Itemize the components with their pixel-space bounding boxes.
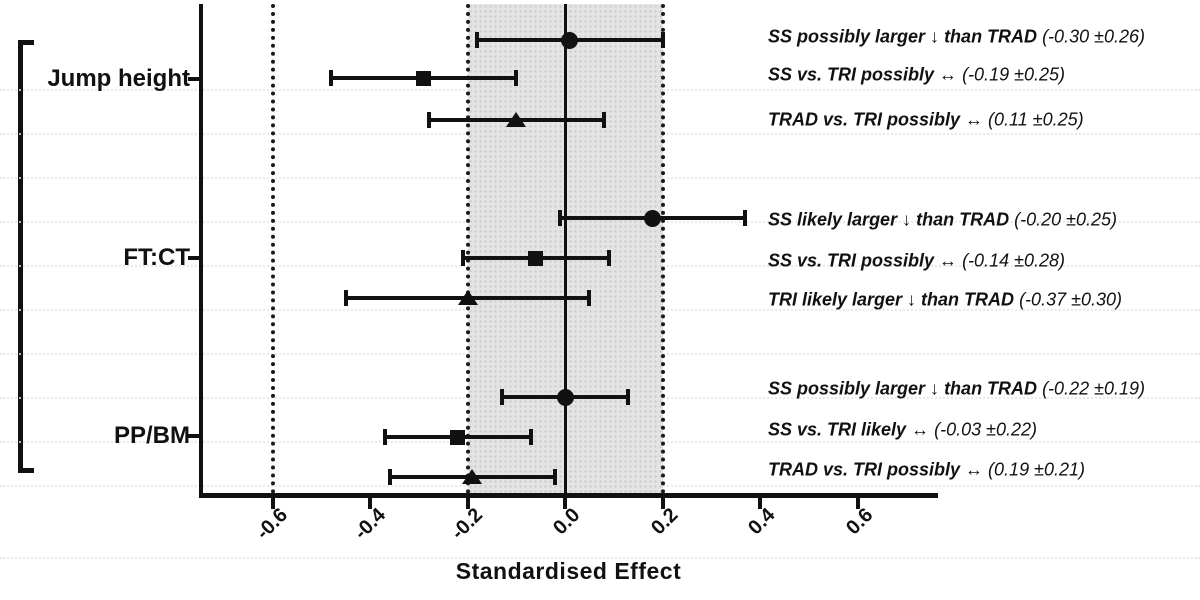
outcome-bracket-top-foot	[18, 40, 34, 45]
outcome-bracket-vertical	[18, 40, 23, 473]
annotation-statement: TRAD vs. TRI possibly ↔	[768, 109, 989, 130]
annotation-estimate: (-0.37 ±0.30)	[1019, 289, 1122, 310]
group-label-pp-bm: PP/BM	[113, 422, 190, 449]
x-axis-tick	[270, 498, 275, 509]
comparison-annotation: TRAD vs. TRI possibly ↔ (0.19 ±0.21)	[768, 460, 1085, 481]
annotation-estimate: (0.11 ±0.25)	[988, 109, 1084, 130]
error-bar-right-cap	[553, 469, 558, 485]
error-bar-right-cap	[660, 32, 665, 48]
group-label-jump-height: Jump height	[47, 65, 190, 92]
annotation-statement: TRI likely larger ↓ than TRAD	[768, 289, 1020, 310]
outcome-bracket-bottom-foot	[18, 468, 34, 473]
x-axis-line	[199, 493, 938, 498]
error-bar-left-cap	[387, 469, 392, 485]
x-axis-tick-label: 0.0	[549, 504, 585, 540]
comparison-annotation: SS vs. TRI possibly ↔ (-0.14 ±0.28)	[768, 251, 1065, 272]
annotation-statement: SS possibly larger ↓ than TRAD	[768, 378, 1043, 399]
annotation-estimate: (-0.30 ±0.26)	[1042, 26, 1145, 47]
zero-reference-line	[563, 4, 567, 494]
comparison-annotation: SS possibly larger ↓ than TRAD (-0.30 ±0…	[768, 27, 1145, 48]
error-bar-right-cap	[514, 70, 519, 86]
x-axis-tick-label: -0.4	[349, 504, 390, 544]
error-bar-left-cap	[499, 389, 504, 405]
group-label-tick	[188, 434, 200, 438]
annotation-statement: SS possibly larger ↓ than TRAD	[768, 26, 1043, 47]
annotation-estimate: (-0.14 ±0.28)	[962, 250, 1065, 271]
x-axis-tick-label: -0.2	[447, 504, 488, 544]
triangle-marker	[457, 290, 478, 305]
error-bar-right-cap	[743, 210, 748, 226]
annotation-estimate: (0.19 ±0.21)	[988, 459, 1085, 480]
x-axis-tick	[563, 498, 567, 509]
x-axis-tick	[465, 498, 470, 509]
error-bar-left-cap	[343, 290, 348, 306]
annotation-statement: SS likely larger ↓ than TRAD	[768, 209, 1015, 230]
comparison-annotation: SS possibly larger ↓ than TRAD (-0.22 ±0…	[768, 379, 1145, 400]
x-axis-tick-label: -0.6	[252, 504, 293, 544]
error-bar-left-cap	[329, 70, 333, 86]
x-axis-tick	[660, 498, 665, 509]
x-axis-tick-label: 0.6	[841, 504, 878, 540]
group-label-tick	[188, 256, 200, 260]
x-axis-tick	[758, 498, 762, 509]
annotation-statement: SS vs. TRI likely ↔	[768, 419, 935, 440]
horizontal-guide-line	[0, 557, 1200, 559]
x-axis-tick-label: 0.4	[744, 504, 780, 540]
dotted-reference-line	[465, 4, 470, 494]
square-marker	[528, 250, 544, 266]
annotation-statement: SS vs. TRI possibly ↔	[768, 64, 963, 85]
error-bar-right-cap	[587, 290, 592, 306]
error-bar-left-cap	[558, 210, 563, 226]
error-bar-left-cap	[382, 429, 387, 445]
square-marker	[416, 70, 432, 86]
group-label-tick	[188, 77, 200, 81]
comparison-annotation: TRI likely larger ↓ than TRAD (-0.37 ±0.…	[768, 290, 1122, 311]
annotation-statement: SS vs. TRI possibly ↔	[768, 250, 963, 271]
x-axis-tick	[368, 498, 372, 509]
error-bar-left-cap	[460, 250, 465, 266]
annotation-estimate: (-0.22 ±0.19)	[1042, 378, 1145, 399]
error-bar-right-cap	[606, 250, 611, 266]
x-axis-tick	[855, 498, 860, 509]
circle-marker	[561, 31, 579, 49]
y-axis-line	[199, 4, 203, 498]
annotation-statement: TRAD vs. TRI possibly ↔	[768, 459, 989, 480]
circle-marker	[556, 388, 574, 406]
dotted-reference-line	[660, 4, 665, 494]
annotation-estimate: (-0.03 ±0.22)	[934, 419, 1038, 440]
comparison-annotation: TRAD vs. TRI possibly ↔ (0.11 ±0.25)	[768, 110, 1084, 131]
group-label-ft-ct: FT:CT	[123, 244, 190, 271]
dotted-reference-line	[270, 4, 275, 494]
error-bar-right-cap	[602, 112, 606, 128]
circle-marker	[644, 209, 662, 227]
square-marker	[450, 429, 466, 445]
x-axis-tick-label: 0.2	[646, 504, 683, 540]
error-bar-left-cap	[475, 32, 480, 48]
comparison-annotation: SS vs. TRI possibly ↔ (-0.19 ±0.25)	[768, 65, 1065, 86]
error-bar-left-cap	[426, 112, 431, 128]
error-bar-right-cap	[528, 429, 533, 445]
x-axis-title: Standardised Effect	[455, 558, 682, 584]
annotation-estimate: (-0.19 ±0.25)	[962, 64, 1065, 85]
comparison-annotation: SS vs. TRI likely ↔ (-0.03 ±0.22)	[768, 420, 1037, 441]
annotation-estimate: (-0.20 ±0.25)	[1014, 209, 1118, 230]
comparison-annotation: SS likely larger ↓ than TRAD (-0.20 ±0.2…	[768, 210, 1117, 231]
triangle-marker	[462, 469, 483, 484]
triangle-marker	[506, 112, 527, 127]
error-bar-right-cap	[626, 389, 631, 405]
